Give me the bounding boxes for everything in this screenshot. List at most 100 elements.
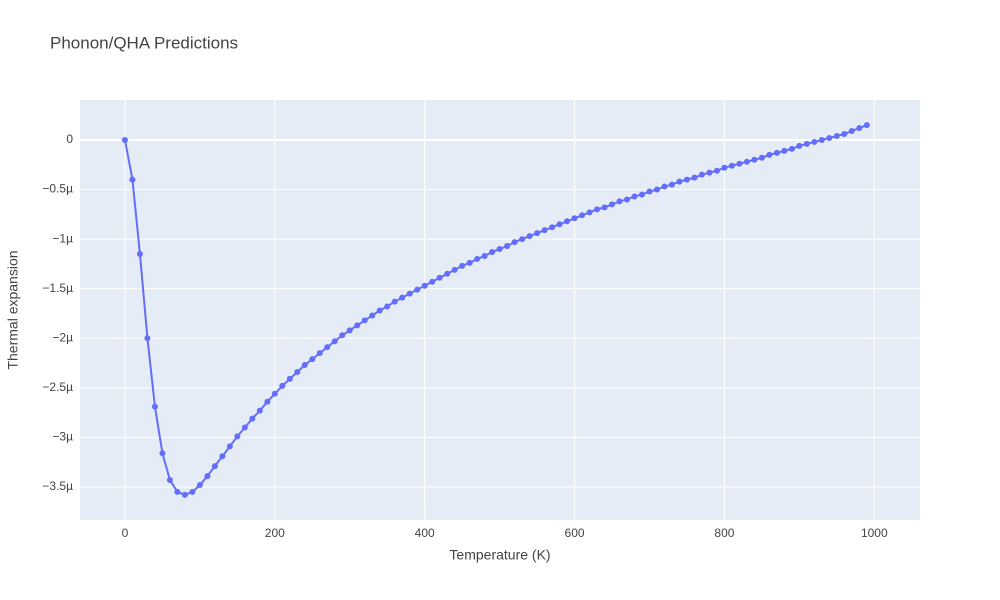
marker [271, 390, 278, 397]
marker [841, 131, 848, 138]
marker [376, 307, 383, 314]
marker [668, 181, 675, 188]
marker [646, 188, 653, 195]
marker [406, 290, 413, 297]
marker [826, 134, 833, 141]
marker [451, 266, 458, 273]
marker [264, 398, 271, 405]
line [123, 124, 868, 496]
marker [796, 142, 803, 149]
marks [121, 122, 870, 498]
marker [241, 424, 248, 431]
marker [346, 327, 353, 334]
marker [481, 252, 488, 259]
marker [706, 169, 713, 176]
marker [601, 204, 608, 211]
marker [549, 224, 556, 231]
marker [301, 362, 308, 369]
x-tick-label: 200 [265, 526, 285, 540]
marker [144, 335, 151, 342]
marker [384, 303, 391, 310]
marker [211, 463, 218, 470]
marker [571, 215, 578, 222]
chart-title: Phonon/QHA Predictions [50, 33, 238, 52]
y-tick-label: −3µ [52, 430, 73, 444]
marker [294, 368, 301, 375]
marker [526, 233, 533, 240]
marker [309, 356, 316, 363]
marker [414, 286, 421, 293]
y-tick-label: −0.5µ [42, 182, 73, 196]
marker [496, 246, 503, 253]
marker [429, 278, 436, 285]
marker [616, 198, 623, 205]
marker [339, 332, 346, 339]
marker [534, 230, 541, 237]
marker [399, 294, 406, 301]
y-tick-label: −2.5µ [42, 380, 73, 394]
y-axis-title: Thermal expansion [5, 250, 21, 369]
marker [369, 312, 376, 319]
marker [758, 154, 765, 161]
marker [661, 183, 668, 190]
marker [751, 156, 758, 163]
marker [466, 259, 473, 266]
marker [624, 196, 631, 203]
plot-area [80, 100, 920, 520]
marker [594, 206, 601, 213]
x-tick-label: 1000 [861, 526, 888, 540]
marker [818, 136, 825, 143]
x-tick-label: 600 [565, 526, 585, 540]
x-tick-label: 800 [714, 526, 734, 540]
marker [511, 239, 518, 246]
y-tick-label: −3.5µ [42, 479, 73, 493]
marker [609, 201, 616, 208]
marker [286, 375, 293, 382]
marker [691, 174, 698, 181]
marker [721, 164, 728, 171]
marker [391, 298, 398, 305]
marker [166, 477, 173, 484]
marker [676, 178, 683, 185]
marker [354, 322, 361, 329]
marker [226, 443, 233, 450]
marker [174, 488, 181, 495]
marker [856, 125, 863, 132]
x-tick-label: 0 [122, 526, 129, 540]
marker [136, 250, 143, 257]
y-tick-label: −1.5µ [42, 281, 73, 295]
marker [279, 382, 286, 389]
marker [151, 403, 158, 410]
marker [848, 128, 855, 135]
marker [653, 186, 660, 193]
marker [181, 491, 188, 498]
marker [489, 248, 496, 255]
marker [234, 433, 241, 440]
marker [863, 122, 870, 129]
marker [556, 221, 563, 228]
marker [159, 450, 166, 457]
y-tick-label: −1µ [52, 231, 73, 245]
marker [189, 488, 196, 495]
marker [743, 158, 750, 165]
marker [564, 218, 571, 225]
marker [579, 212, 586, 219]
marker [631, 193, 638, 200]
marker [698, 171, 705, 178]
marker [638, 191, 645, 198]
marker [316, 350, 323, 357]
marker [204, 473, 211, 480]
marker [788, 145, 795, 152]
marker [773, 149, 780, 156]
marker [541, 227, 548, 234]
marker [683, 176, 690, 183]
x-axis-title: Temperature (K) [449, 547, 550, 563]
marker [713, 167, 720, 174]
y-tick-label: −2µ [52, 330, 73, 344]
marker [586, 209, 593, 216]
marker [781, 147, 788, 154]
marker [219, 453, 226, 460]
x-tick-label: 400 [415, 526, 435, 540]
marker [833, 132, 840, 139]
